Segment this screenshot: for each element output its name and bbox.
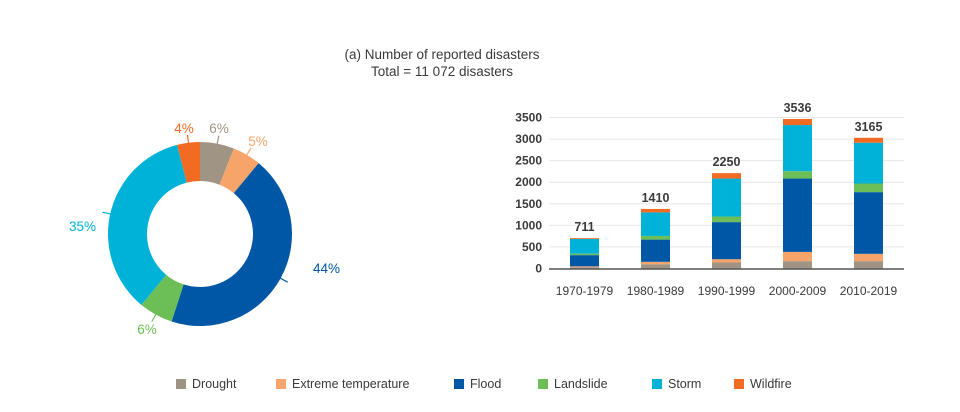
bar-segment-wildfire-2000-2009 bbox=[783, 119, 812, 126]
bar-total-label: 3536 bbox=[784, 101, 812, 115]
bar-segment-landslide-1980-1989 bbox=[641, 235, 670, 240]
legend-swatch-wildfire bbox=[734, 379, 744, 389]
leader-line-storm bbox=[102, 211, 113, 215]
x-tick-label: 1990-1999 bbox=[698, 284, 756, 298]
bar-segment-landslide-2010-2019 bbox=[854, 183, 883, 193]
donut-slice-drought bbox=[200, 142, 234, 185]
bar-segment-flood-2000-2009 bbox=[783, 178, 812, 252]
legend: Drought Extreme temperature Flood Landslide… bbox=[0, 377, 960, 393]
legend-label: Wildfire bbox=[750, 377, 792, 391]
chart-subtitle: Total = 11 072 disasters bbox=[371, 64, 513, 79]
x-tick-label: 1970-1979 bbox=[556, 284, 614, 298]
bar-segment-wildfire-2010-2019 bbox=[854, 137, 883, 143]
bar-total-label: 3165 bbox=[855, 120, 883, 134]
donut-slice-storm bbox=[107, 144, 187, 305]
y-tick-label: 3000 bbox=[515, 132, 542, 146]
legend-item-drought: Drought bbox=[176, 377, 236, 391]
donut-label-wildfire: 4% bbox=[174, 121, 194, 136]
bar-segment-wildfire-1980-1989 bbox=[641, 208, 670, 213]
bar-total-label: 2250 bbox=[713, 155, 741, 169]
bar-segment-drought-2000-2009 bbox=[783, 261, 812, 269]
donut-label-flood: 44% bbox=[313, 261, 340, 276]
bar-segment-wildfire-1990-1999 bbox=[712, 173, 741, 179]
bar-segment-drought-1970-1979 bbox=[570, 267, 599, 269]
bar-total-label: 1410 bbox=[642, 191, 670, 205]
legend-label: Drought bbox=[192, 377, 237, 391]
x-tick-label: 2000-2009 bbox=[769, 284, 827, 298]
y-tick-label: 2500 bbox=[515, 154, 542, 168]
bar-segment-drought-2010-2019 bbox=[854, 261, 883, 269]
donut-slice-extreme-temperature bbox=[219, 148, 259, 194]
legend-swatch-flood bbox=[454, 379, 464, 389]
bar-segment-wildfire-1970-1979 bbox=[570, 238, 599, 239]
leader-line-drought bbox=[216, 135, 220, 146]
leader-line-extreme-temperature bbox=[245, 147, 252, 157]
bar-segment-flood-1970-1979 bbox=[570, 255, 599, 267]
bar-segment-landslide-1970-1979 bbox=[570, 253, 599, 256]
bar-segment-flood-2010-2019 bbox=[854, 192, 883, 254]
bar-segment-drought-1990-1999 bbox=[712, 262, 741, 269]
legend-item-wildfire: Wildfire bbox=[734, 377, 792, 391]
donut-label-drought: 6% bbox=[209, 121, 229, 136]
y-tick-label: 0 bbox=[535, 262, 542, 276]
legend-label: Extreme temperature bbox=[292, 377, 410, 391]
bar-segment-storm-2010-2019 bbox=[854, 142, 883, 184]
y-tick-label: 500 bbox=[522, 240, 542, 254]
leader-line-flood bbox=[278, 276, 288, 283]
bar-segment-storm-1970-1979 bbox=[570, 238, 599, 254]
y-tick-label: 1500 bbox=[515, 197, 542, 211]
chart-title-block: (a) Number of reported disasters Total =… bbox=[0, 46, 884, 80]
bar-segment-flood-1980-1989 bbox=[641, 239, 670, 262]
x-tick-label: 2010-2019 bbox=[840, 284, 898, 298]
legend-item-landslide: Landslide bbox=[538, 377, 608, 391]
bar-segment-storm-2000-2009 bbox=[783, 125, 812, 172]
leader-line-landslide bbox=[151, 312, 158, 322]
donut-slice-wildfire bbox=[177, 142, 200, 183]
bar-segment-landslide-1990-1999 bbox=[712, 216, 741, 223]
donut-label-landslide: 6% bbox=[137, 322, 157, 337]
x-tick-label: 1980-1989 bbox=[627, 284, 685, 298]
bar-segment-extreme-temperature-2010-2019 bbox=[854, 253, 883, 262]
bar-segment-extreme-temperature-1970-1979 bbox=[570, 266, 599, 268]
bar-segment-landslide-2000-2009 bbox=[783, 171, 812, 179]
legend-label: Storm bbox=[668, 377, 702, 391]
bar-segment-flood-1990-1999 bbox=[712, 222, 741, 260]
bar-segment-storm-1980-1989 bbox=[641, 212, 670, 236]
y-tick-label: 1000 bbox=[515, 218, 542, 232]
legend-item-storm: Storm bbox=[652, 377, 701, 391]
donut-slice-flood bbox=[171, 163, 292, 326]
leader-line-wildfire bbox=[186, 134, 190, 145]
bar-total-label: 711 bbox=[574, 220, 594, 234]
donut-label-extreme-temperature: 5% bbox=[248, 134, 268, 149]
donut-label-storm: 35% bbox=[69, 219, 96, 234]
y-tick-label: 3500 bbox=[515, 111, 542, 125]
bar-segment-extreme-temperature-1980-1989 bbox=[641, 261, 670, 265]
legend-swatch-extreme-temperature bbox=[276, 379, 286, 389]
stacked-bar-chart: 0 500 1000 1500 2000 2500 3000 3500 711 1970-1979… bbox=[515, 101, 904, 298]
legend-swatch-landslide bbox=[538, 379, 548, 389]
bar-segment-extreme-temperature-1990-1999 bbox=[712, 259, 741, 263]
legend-item-extreme-temperature: Extreme temperature bbox=[276, 377, 409, 391]
bar-segment-drought-1980-1989 bbox=[641, 264, 670, 269]
y-tick-label: 2000 bbox=[515, 175, 542, 189]
chart-title: (a) Number of reported disasters bbox=[344, 47, 540, 62]
legend-item-flood: Flood bbox=[454, 377, 501, 391]
bar-segment-extreme-temperature-2000-2009 bbox=[783, 251, 812, 262]
legend-swatch-storm bbox=[652, 379, 662, 389]
legend-label: Landslide bbox=[554, 377, 608, 391]
legend-swatch-drought bbox=[176, 379, 186, 389]
legend-label: Flood bbox=[470, 377, 502, 391]
donut-slice-landslide bbox=[141, 274, 184, 322]
bar-segment-storm-1990-1999 bbox=[712, 178, 741, 217]
donut-chart: 6% 5% 44% 6% 35% 4% bbox=[69, 121, 340, 337]
